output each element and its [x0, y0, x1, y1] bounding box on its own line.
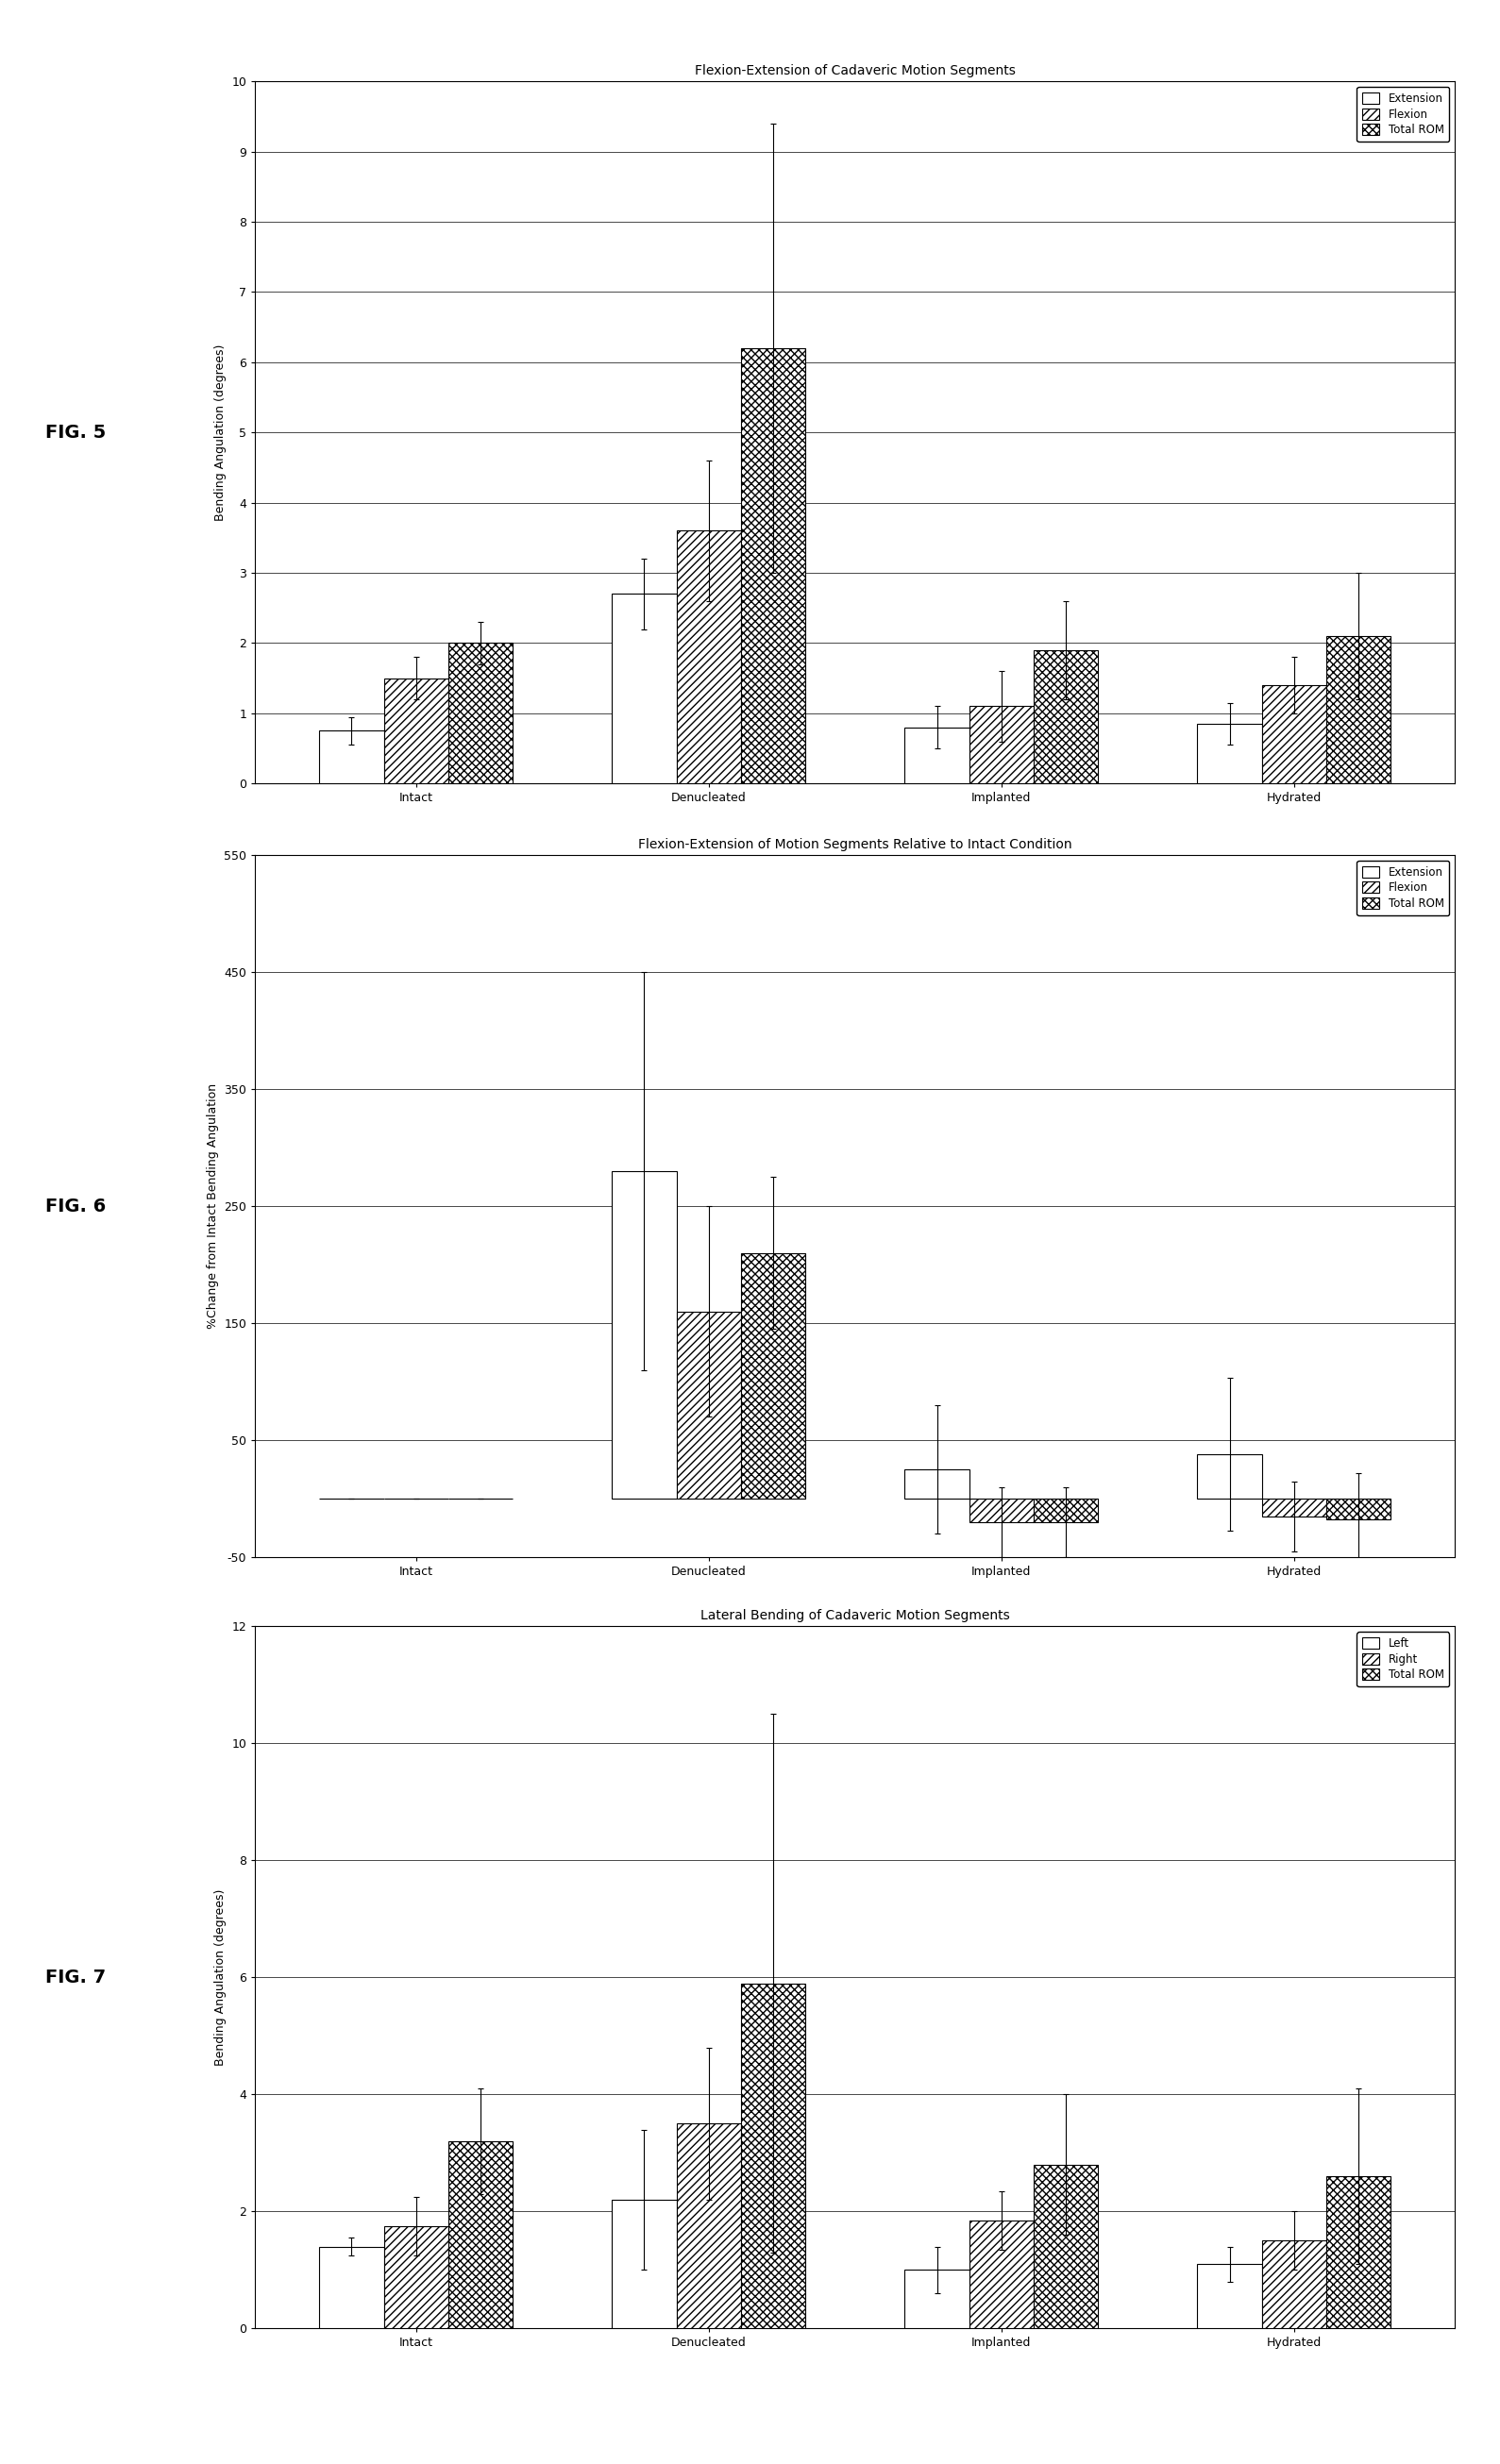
Bar: [1197, 2264, 1262, 2328]
Bar: [904, 2269, 969, 2328]
Bar: [904, 1469, 969, 1498]
Bar: [969, 2220, 1034, 2328]
Text: FIG. 5: FIG. 5: [45, 424, 105, 441]
Bar: [1326, 1498, 1390, 1520]
Bar: [448, 2141, 513, 2328]
Legend: Extension, Flexion, Total ROM: Extension, Flexion, Total ROM: [1358, 86, 1449, 140]
Bar: [1326, 2176, 1390, 2328]
Bar: [741, 347, 806, 784]
Bar: [1262, 2240, 1326, 2328]
Bar: [676, 530, 741, 784]
Bar: [1197, 724, 1262, 784]
Bar: [384, 2225, 448, 2328]
Y-axis label: %Change from Intact Bending Angulation: %Change from Intact Bending Angulation: [207, 1084, 219, 1328]
Y-axis label: Bending Angulation (degrees): Bending Angulation (degrees): [214, 1890, 226, 2065]
Y-axis label: Bending Angulation (degrees): Bending Angulation (degrees): [214, 345, 226, 520]
Legend: Extension, Flexion, Total ROM: Extension, Flexion, Total ROM: [1358, 860, 1449, 914]
Title: Lateral Bending of Cadaveric Motion Segments: Lateral Bending of Cadaveric Motion Segm…: [700, 1609, 1010, 1621]
Bar: [1034, 1498, 1098, 1523]
Title: Flexion-Extension of Motion Segments Relative to Intact Condition: Flexion-Extension of Motion Segments Rel…: [638, 838, 1072, 850]
Bar: [384, 678, 448, 784]
Bar: [1197, 1454, 1262, 1498]
Text: FIG. 7: FIG. 7: [45, 1969, 105, 1986]
Bar: [1034, 2166, 1098, 2328]
Bar: [676, 2124, 741, 2328]
Bar: [969, 707, 1034, 784]
Bar: [1262, 1498, 1326, 1515]
Bar: [612, 594, 677, 784]
Bar: [1034, 650, 1098, 784]
Bar: [612, 1170, 677, 1498]
Bar: [320, 732, 384, 784]
Legend: Left, Right, Total ROM: Left, Right, Total ROM: [1358, 1631, 1449, 1685]
Text: FIG. 6: FIG. 6: [45, 1198, 105, 1215]
Bar: [448, 643, 513, 784]
Bar: [676, 1311, 741, 1498]
Bar: [1262, 685, 1326, 784]
Title: Flexion-Extension of Cadaveric Motion Segments: Flexion-Extension of Cadaveric Motion Se…: [694, 64, 1016, 76]
Bar: [1326, 636, 1390, 784]
Bar: [741, 1984, 806, 2328]
Bar: [904, 727, 969, 784]
Bar: [741, 1252, 806, 1498]
Bar: [612, 2200, 677, 2328]
Bar: [969, 1498, 1034, 1523]
Bar: [320, 2247, 384, 2328]
